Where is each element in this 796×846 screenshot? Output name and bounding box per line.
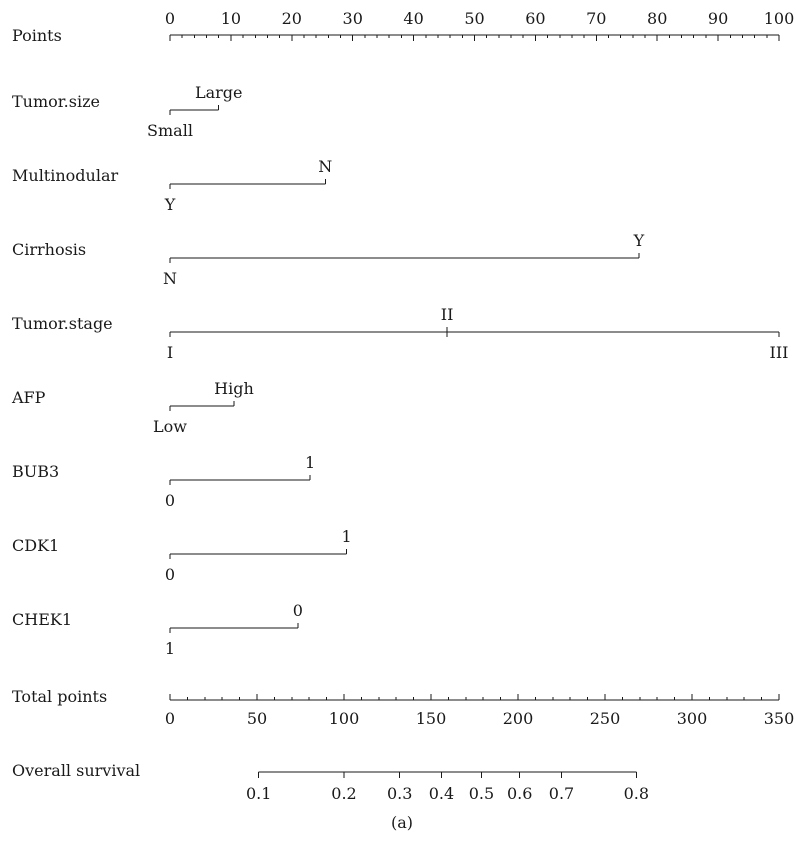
- level-label: 1: [165, 639, 175, 658]
- overall-survival-axis-title: Overall survival: [12, 761, 140, 780]
- points-tick-label: 80: [647, 9, 667, 28]
- variable-name: CDK1: [12, 536, 59, 555]
- overall-survival-tick-label: 0.4: [429, 784, 454, 803]
- points-tick-label: 20: [282, 9, 302, 28]
- level-label: Low: [153, 417, 187, 436]
- points-tick-label: 0: [165, 9, 175, 28]
- level-label: N: [318, 157, 332, 176]
- overall-survival-tick-label: 0.3: [387, 784, 412, 803]
- overall-survival-tick-label: 0.5: [469, 784, 494, 803]
- points-tick-label: 60: [525, 9, 545, 28]
- level-label: Small: [147, 121, 193, 140]
- total-points-tick-label: 300: [677, 709, 708, 728]
- points-tick-label: 50: [464, 9, 484, 28]
- level-label: 0: [165, 491, 175, 510]
- variable-name: Tumor.size: [12, 92, 100, 111]
- variable-row-bub3: BUB3 0 1: [12, 453, 315, 510]
- overall-survival-tick-label: 0.2: [331, 784, 356, 803]
- level-label: 0: [165, 565, 175, 584]
- total-points-tick-label: 100: [329, 709, 360, 728]
- points-axis: 0 10 20 30 40 50 60 70 80 90 100: [165, 9, 794, 41]
- level-label: 1: [342, 527, 352, 546]
- total-points-tick-label: 150: [416, 709, 447, 728]
- variable-row-cirrhosis: Cirrhosis N Y: [12, 231, 645, 288]
- total-points-tick-label: 50: [247, 709, 267, 728]
- variable-row-afp: AFP Low High: [11, 379, 254, 436]
- level-label: 1: [305, 453, 315, 472]
- variable-name: AFP: [11, 388, 46, 407]
- total-points-tick-label: 200: [503, 709, 534, 728]
- level-label: 0: [293, 601, 303, 620]
- level-label: High: [214, 379, 254, 398]
- variable-name: CHEK1: [12, 610, 72, 629]
- variable-row-multinodular: Multinodular Y N: [12, 157, 332, 214]
- variable-name: Cirrhosis: [12, 240, 86, 259]
- points-tick-label: 40: [403, 9, 423, 28]
- level-label: Y: [164, 195, 176, 214]
- level-label: Large: [195, 83, 243, 102]
- variable-name: BUB3: [12, 462, 59, 481]
- overall-survival-tick-label: 0.8: [624, 784, 649, 803]
- points-tick-label: 70: [586, 9, 606, 28]
- variable-name: Multinodular: [12, 166, 118, 185]
- level-label: Y: [633, 231, 645, 250]
- points-axis-title: Points: [12, 26, 62, 45]
- variable-name: Tumor.stage: [12, 314, 113, 333]
- points-tick-label: 10: [221, 9, 241, 28]
- variable-row-chek1: CHEK1 1 0: [12, 601, 303, 658]
- level-label: I: [167, 343, 173, 362]
- total-points-tick-label: 350: [764, 709, 795, 728]
- level-label: N: [163, 269, 177, 288]
- overall-survival-axis: 0.1 0.2 0.3 0.4 0.5 0.6 0.7 0.8: [246, 771, 649, 803]
- overall-survival-tick-label: 0.7: [549, 784, 574, 803]
- total-points-axis: 0 50 100 150 200 250 300 350: [165, 694, 794, 728]
- points-tick-label: 90: [708, 9, 728, 28]
- total-points-tick-label: 250: [590, 709, 621, 728]
- variable-row-cdk1: CDK1 0 1: [12, 527, 352, 584]
- level-label: II: [441, 305, 454, 324]
- variable-rows: Tumor.sizeSmallLargeMultinodularYNCirrho…: [11, 83, 788, 658]
- total-points-axis-title: Total points: [12, 687, 107, 706]
- points-tick-label: 100: [764, 9, 795, 28]
- overall-survival-tick-label: 0.1: [246, 784, 271, 803]
- total-points-tick-label: 0: [165, 709, 175, 728]
- level-label: III: [770, 343, 789, 362]
- figure-caption: (a): [391, 813, 413, 832]
- points-tick-label: 30: [343, 9, 363, 28]
- overall-survival-tick-label: 0.6: [507, 784, 532, 803]
